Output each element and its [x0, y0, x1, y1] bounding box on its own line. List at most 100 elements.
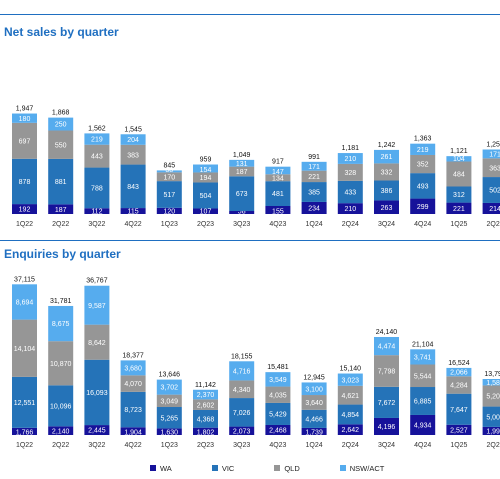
enquiries-bar-nsw-act-3Q23	[229, 361, 255, 381]
enquiries-x-label-1Q25: 1Q25	[450, 442, 467, 449]
net-sales-value-wa-4Q22: 115	[128, 209, 139, 216]
enquiries-bar-nsw-act-1Q25	[446, 367, 472, 377]
net-sales-value-vic-4Q22: 843	[127, 184, 139, 191]
net-sales-title: Net sales by quarter	[4, 25, 119, 39]
legend-label-qld: QLD	[284, 463, 300, 473]
legend-swatch-vic	[211, 465, 218, 471]
net-sales-value-wa-2Q24: 210	[344, 206, 356, 213]
net-sales-bar-qld-3Q23	[229, 166, 255, 177]
enquiries-value-qld-2Q23: 2,602	[197, 402, 215, 409]
legend-label-nsw-act: NSW/ACT	[349, 463, 385, 473]
net-sales-value-wa-1Q25: 221	[453, 206, 465, 213]
legend-swatch-qld	[274, 465, 281, 471]
middle-rule	[0, 240, 500, 241]
net-sales-bar-nsw-act-2Q23	[193, 164, 218, 173]
net-sales-bar-qld-1Q25	[446, 161, 472, 187]
net-sales-value-wa-4Q24: 299	[417, 204, 429, 211]
enquiries-bar-nsw-act-1Q23	[156, 379, 182, 395]
enquiries-bar-vic-4Q24	[410, 387, 436, 415]
legend-item-nsw-act: NSW/ACT	[339, 463, 385, 473]
net-sales-value-nsw-act-1Q23: 38	[165, 167, 173, 174]
net-sales-total-2Q23: 959	[200, 157, 212, 164]
enquiries-bar-nsw-act-4Q22	[120, 360, 146, 376]
net-sales-bar-wa-2Q24	[337, 203, 363, 214]
net-sales-value-qld-1Q25: 484	[453, 172, 465, 179]
net-sales-bar-wa-4Q24	[410, 198, 436, 214]
enquiries-bar-qld-3Q22	[84, 324, 110, 360]
enquiries-bar-vic-1Q24	[301, 409, 327, 428]
enquiries-bar-qld-1Q24	[301, 395, 327, 410]
enquiries-bar-qld-1Q22	[12, 319, 37, 377]
enquiries-x-label-1Q24: 1Q24	[306, 442, 323, 449]
enquiries-value-nsw-act-2Q23: 2,370	[197, 392, 215, 399]
enquiries-value-nsw-act-1Q23: 3,702	[161, 385, 179, 392]
net-sales-bar-qld-4Q22	[120, 144, 146, 165]
net-sales-bar-nsw-act-1Q22	[12, 113, 37, 123]
enquiries-bar-wa-2Q22	[48, 426, 74, 435]
net-sales-x-label-2Q25: 2Q25	[487, 221, 500, 228]
enquiries-bar-qld-3Q23	[229, 380, 255, 399]
net-sales-value-vic-2Q22: 881	[55, 179, 67, 186]
net-sales-bar-wa-1Q25	[446, 202, 472, 214]
enquiries-bar-qld-3Q24	[374, 355, 399, 387]
net-sales-bar-nsw-act-2Q24	[337, 153, 363, 164]
net-sales-bar-qld-2Q22	[48, 130, 74, 159]
enquiries-bar-vic-3Q24	[374, 386, 399, 418]
enquiries-bar-nsw-act-1Q22	[12, 284, 37, 320]
net-sales-value-vic-2Q23: 504	[200, 193, 212, 200]
net-sales-bar-qld-1Q22	[12, 122, 37, 159]
net-sales-value-wa-1Q24: 234	[308, 206, 320, 213]
enquiries-value-wa-4Q24: 4,934	[414, 423, 432, 430]
net-sales-value-wa-1Q22: 192	[19, 207, 31, 214]
enquiries-bar-vic-4Q22	[120, 391, 146, 428]
enquiries-bar-qld-2Q25	[482, 385, 500, 407]
net-sales-value-nsw-act-4Q24: 219	[417, 147, 429, 154]
net-sales-bar-nsw-act-3Q23	[229, 159, 255, 167]
net-sales-bar-vic-3Q22	[84, 167, 110, 209]
enquiries-total-4Q23: 15,481	[267, 364, 289, 371]
net-sales-value-vic-2Q24: 433	[344, 190, 356, 197]
enquiries-value-qld-4Q24: 5,544	[414, 373, 432, 380]
net-sales-value-qld-1Q23: 170	[163, 174, 175, 181]
enquiries-total-2Q22: 31,781	[50, 298, 72, 305]
enquiries-bar-nsw-act-3Q22	[84, 285, 110, 325]
net-sales-bar-qld-2Q24	[337, 163, 363, 181]
net-sales-value-wa-1Q23: 120	[163, 209, 175, 216]
net-sales-bar-vic-3Q24	[374, 180, 399, 201]
net-sales-value-nsw-act-1Q24: 171	[308, 164, 320, 171]
net-sales-value-vic-1Q23: 517	[163, 192, 175, 199]
net-sales-bar-nsw-act-1Q24	[301, 161, 327, 171]
net-sales-x-label-2Q22: 2Q22	[52, 221, 69, 228]
net-sales-total-2Q22: 1,868	[52, 110, 70, 117]
enquiries-bar-wa-2Q23	[193, 427, 218, 435]
net-sales-value-qld-4Q24: 352	[417, 162, 429, 169]
net-sales-bar-qld-4Q23	[265, 174, 291, 182]
enquiries-total-4Q24: 21,104	[412, 341, 434, 348]
enquiries-value-wa-1Q25: 2,527	[450, 427, 468, 434]
net-sales-bar-wa-2Q25	[482, 202, 500, 214]
enquiries-bar-vic-1Q25	[446, 393, 472, 425]
enquiries-value-qld-3Q23: 4,340	[233, 387, 251, 394]
enquiries-bar-vic-1Q23	[156, 407, 182, 429]
enquiries-value-vic-3Q23: 7,026	[233, 410, 251, 417]
enquiries-value-qld-3Q22: 8,642	[88, 340, 106, 347]
legend-item-vic: VIC	[211, 464, 234, 473]
enquiries-total-2Q24: 15,140	[340, 366, 362, 373]
enquiries-bar-wa-2Q24	[337, 424, 363, 435]
net-sales-value-wa-2Q23: 107	[200, 209, 212, 216]
enquiries-bar-vic-4Q23	[265, 402, 291, 425]
net-sales-x-label-3Q22: 3Q22	[88, 221, 105, 228]
enquiries-total-1Q24: 12,945	[303, 374, 325, 381]
enquiries-value-vic-3Q24: 7,672	[378, 400, 396, 407]
enquiries-value-nsw-act-2Q24: 3,023	[342, 377, 360, 384]
legend-label-wa: WA	[160, 463, 172, 473]
net-sales-value-qld-1Q24: 221	[308, 174, 320, 181]
enquiries-value-nsw-act-4Q23: 3,549	[269, 377, 287, 384]
enquiries-value-wa-1Q22: 1,766	[16, 430, 34, 437]
enquiries-value-wa-3Q22: 2,445	[88, 428, 106, 435]
enquiries-bar-qld-4Q24	[410, 364, 436, 388]
enquiries-bar-wa-1Q25	[446, 424, 472, 435]
enquiries-value-wa-4Q22: 1,904	[124, 430, 142, 437]
net-sales-total-1Q25: 1,121	[450, 148, 468, 155]
net-sales-value-nsw-act-1Q22: 180	[19, 116, 31, 123]
